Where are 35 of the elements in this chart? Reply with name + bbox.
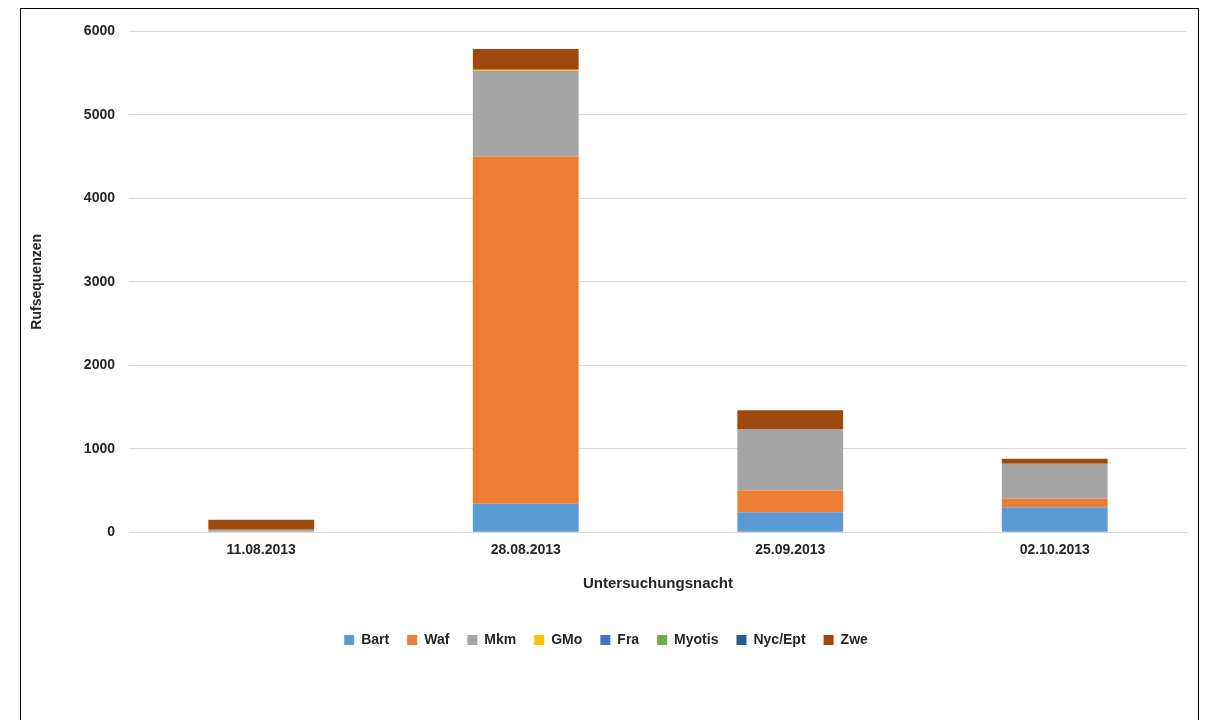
y-axis-title: Rufsequenzen <box>28 233 45 330</box>
legend-label: GMo <box>551 630 583 647</box>
bar <box>1001 463 1108 499</box>
y-tick-label: 3000 <box>83 272 116 289</box>
legend-label: Waf <box>424 630 450 647</box>
bar <box>472 503 579 532</box>
x-tick-label: 25.09.2013 <box>755 541 826 558</box>
bar <box>208 519 315 530</box>
bar <box>472 156 579 504</box>
bar <box>737 490 844 513</box>
legend-label: Bart <box>361 630 390 647</box>
bar <box>737 410 844 430</box>
legend-label: Fra <box>617 630 640 647</box>
y-tick-label: 5000 <box>83 105 116 122</box>
y-tick-label: 4000 <box>83 189 116 206</box>
bar <box>472 70 579 157</box>
bar <box>737 429 844 491</box>
y-tick-label: 1000 <box>83 439 116 456</box>
legend-label: Nyc/Ept <box>753 630 806 647</box>
legend-label: Mkm <box>484 630 517 647</box>
y-tick-label: 2000 <box>83 356 116 373</box>
bar <box>208 529 315 532</box>
bar <box>1001 458 1108 464</box>
bar <box>472 48 579 70</box>
legend-label: Zwe <box>840 630 869 647</box>
legend-label: Myotis <box>674 630 719 647</box>
bar <box>737 512 844 532</box>
x-tick-label: 28.08.2013 <box>490 541 561 558</box>
y-tick-label: 0 <box>107 523 116 540</box>
x-tick-label: 11.08.2013 <box>226 541 297 558</box>
bar <box>1001 498 1108 508</box>
x-tick-label: 02.10.2013 <box>1019 541 1090 558</box>
x-axis-title: Untersuchungsnacht <box>582 574 734 592</box>
bar <box>1001 507 1108 532</box>
y-tick-label: 6000 <box>83 22 116 39</box>
